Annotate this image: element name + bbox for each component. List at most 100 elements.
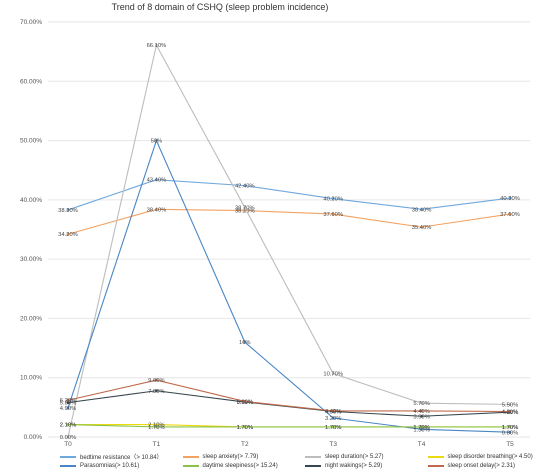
y-tick-label: 70.00% (20, 19, 42, 26)
legend-label: sleep anxiety(> 7.79) (202, 453, 259, 460)
legend-label: bedtime resistance（> 10.84） (80, 455, 163, 461)
data-label: 40.30% (500, 196, 520, 202)
data-label: 38.40% (412, 207, 432, 213)
data-label: 6.20% (60, 398, 76, 404)
chart-title: Trend of 8 domain of CSHQ (sleep problem… (111, 2, 329, 12)
data-label: 0.80% (502, 430, 518, 436)
data-point (331, 197, 335, 201)
data-point (66, 435, 70, 439)
data-point (508, 402, 512, 406)
data-point (155, 178, 158, 182)
legend-item: Parasomnias(> 10.61) (60, 463, 183, 469)
series-line (67, 139, 511, 433)
data-point (155, 389, 158, 393)
data-label: 34.20% (58, 232, 78, 238)
data-point (508, 425, 512, 429)
legend-label: sleep duration(> 5.27) (325, 453, 384, 460)
data-point (331, 409, 335, 413)
y-tick-label: 60.00% (20, 78, 42, 85)
y-tick-label: 30.00% (20, 256, 42, 263)
data-label: 4.20% (502, 410, 518, 416)
data-label: 4.30% (502, 410, 518, 416)
legend-swatch (427, 465, 444, 467)
data-label: 1.30% (413, 427, 429, 433)
data-point (243, 340, 247, 344)
legend-label: daytime sleepiness(> 15.24) (202, 463, 278, 469)
data-point (66, 401, 70, 405)
data-point (155, 378, 158, 382)
data-label: 16% (239, 340, 251, 346)
x-tick-label: T4 (418, 441, 426, 448)
data-point (243, 425, 247, 429)
y-tick-label: 50.00% (20, 138, 42, 145)
data-label: 5.50% (502, 402, 518, 408)
data-point (155, 423, 158, 426)
data-label: 37.60% (323, 212, 343, 218)
series-line (67, 390, 511, 417)
legend-item: sleep disorder breathing(> 4.50) (427, 452, 550, 461)
series-line (67, 424, 510, 428)
data-label: 4.40% (325, 409, 341, 415)
data-label: 3.50% (413, 414, 429, 420)
legend-label: Parasomnias(> 10.61) (80, 463, 140, 469)
legend-swatch (305, 455, 321, 458)
legend: bedtime resistance（> 10.84） sleep anxiety… (60, 452, 550, 469)
data-label: 42.40% (235, 184, 255, 190)
y-tick-label: 0.00% (24, 434, 43, 441)
series-line (67, 43, 511, 438)
data-label: 66.10% (147, 43, 167, 49)
data-label: 5.80% (60, 401, 76, 407)
series-line (67, 179, 511, 211)
legend-swatch (60, 455, 76, 458)
data-point (243, 206, 247, 209)
data-point (508, 410, 512, 413)
legend-swatch (182, 465, 199, 467)
data-label: 1.70% (413, 425, 429, 431)
data-label: 5.70% (413, 401, 429, 407)
data-point (155, 425, 158, 429)
data-point (508, 196, 512, 200)
data-label: 37.60% (500, 212, 520, 218)
legend-item: sleep duration(> 5.27) (305, 452, 428, 461)
data-point (243, 184, 247, 188)
data-label: 7.80% (148, 389, 164, 395)
series-line (67, 379, 511, 413)
legend-label: sleep onset delay(> 2.31) (447, 463, 516, 469)
legend-swatch (427, 455, 444, 458)
data-point (420, 225, 423, 229)
data-label: 1.70% (237, 425, 253, 431)
data-label: 9.60% (148, 378, 164, 384)
data-point (66, 406, 70, 410)
legend-item: sleep anxiety(> 7.79) (182, 452, 306, 461)
data-point (508, 430, 512, 434)
data-label: 10.70% (323, 372, 343, 378)
data-label: 1.70% (502, 425, 518, 431)
data-point (155, 43, 158, 47)
data-label: 0.00% (60, 435, 76, 441)
data-point (420, 427, 423, 431)
data-point (420, 425, 423, 429)
legend-item: daytime sleepiness(> 15.24) (182, 463, 306, 469)
data-label: 50% (151, 139, 163, 145)
data-point (66, 423, 70, 426)
data-label: 6.00% (237, 399, 253, 405)
legend-item: night wakings(> 5.29) (305, 463, 428, 469)
data-label: 43.40% (147, 178, 167, 184)
data-label: 38.20% (235, 209, 255, 215)
data-label: 1.70% (325, 425, 341, 431)
x-tick-label: T0 (64, 441, 72, 448)
x-tick-label: T2 (241, 441, 249, 448)
legend-label: sleep disorder breathing(> 4.50) (447, 453, 533, 460)
data-point (243, 400, 247, 403)
x-tick-label: T1 (153, 441, 161, 448)
data-point (420, 414, 423, 418)
legend-label: night wakings(> 5.29) (325, 463, 383, 469)
data-point (331, 425, 335, 429)
data-point (331, 416, 335, 420)
data-point (155, 139, 158, 142)
series-line (67, 208, 511, 235)
data-label: 4.90% (60, 406, 76, 412)
y-tick-label: 40.00% (20, 197, 42, 204)
